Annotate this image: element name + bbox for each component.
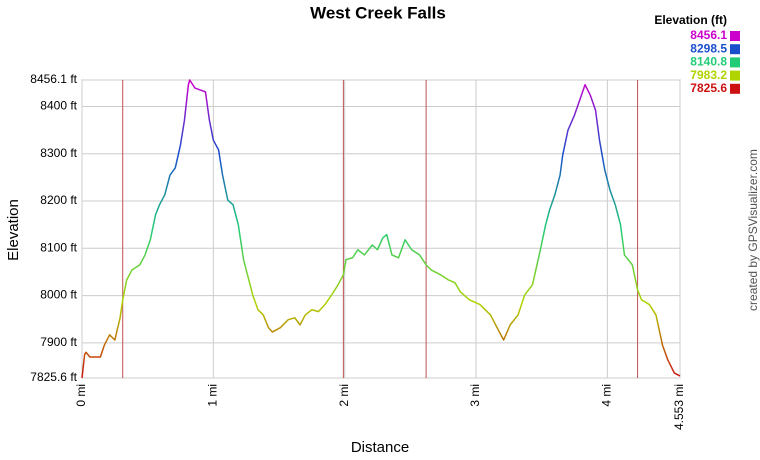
chart-title: West Creek Falls	[310, 3, 446, 22]
y-tick-label: 8456.1 ft	[30, 72, 77, 86]
legend-title: Elevation (ft)	[654, 13, 727, 27]
y-tick-label: 8200 ft	[40, 193, 77, 207]
y-tick-label: 8300 ft	[40, 146, 77, 160]
legend-swatch	[730, 57, 740, 68]
y-tick-label: 8400 ft	[40, 99, 77, 113]
y-tick-label: 7825.6 ft	[30, 370, 77, 384]
x-tick-label: 2 mi	[337, 384, 351, 407]
legend-label: 7825.6	[690, 81, 727, 95]
legend-label: 8298.5	[690, 41, 727, 55]
x-tick-label: 1 mi	[206, 384, 220, 407]
legend-swatch	[730, 83, 740, 94]
x-tick-label: 4.553 mi	[672, 384, 686, 430]
y-tick-label: 8100 ft	[40, 240, 77, 254]
x-axis-label: Distance	[351, 439, 409, 456]
legend-swatch	[730, 70, 740, 81]
plot-area	[81, 79, 681, 379]
legend-swatch	[730, 31, 740, 41]
y-tick-label: 8000 ft	[40, 288, 77, 302]
x-tick-label: 4 mi	[600, 384, 614, 407]
legend-label: 7983.2	[690, 68, 727, 82]
credit: created by GPSVisualizer.com	[746, 149, 760, 311]
elevation-line	[81, 79, 681, 379]
y-axis-label: Elevation	[5, 199, 22, 261]
legend-swatch	[730, 44, 740, 55]
y-tick-label: 7900 ft	[40, 335, 77, 349]
legend-label: 8140.8	[690, 55, 727, 69]
x-tick-label: 0 mi	[74, 384, 88, 407]
legend-label: 8456.1	[690, 28, 727, 42]
x-tick-label: 3 mi	[468, 384, 482, 407]
